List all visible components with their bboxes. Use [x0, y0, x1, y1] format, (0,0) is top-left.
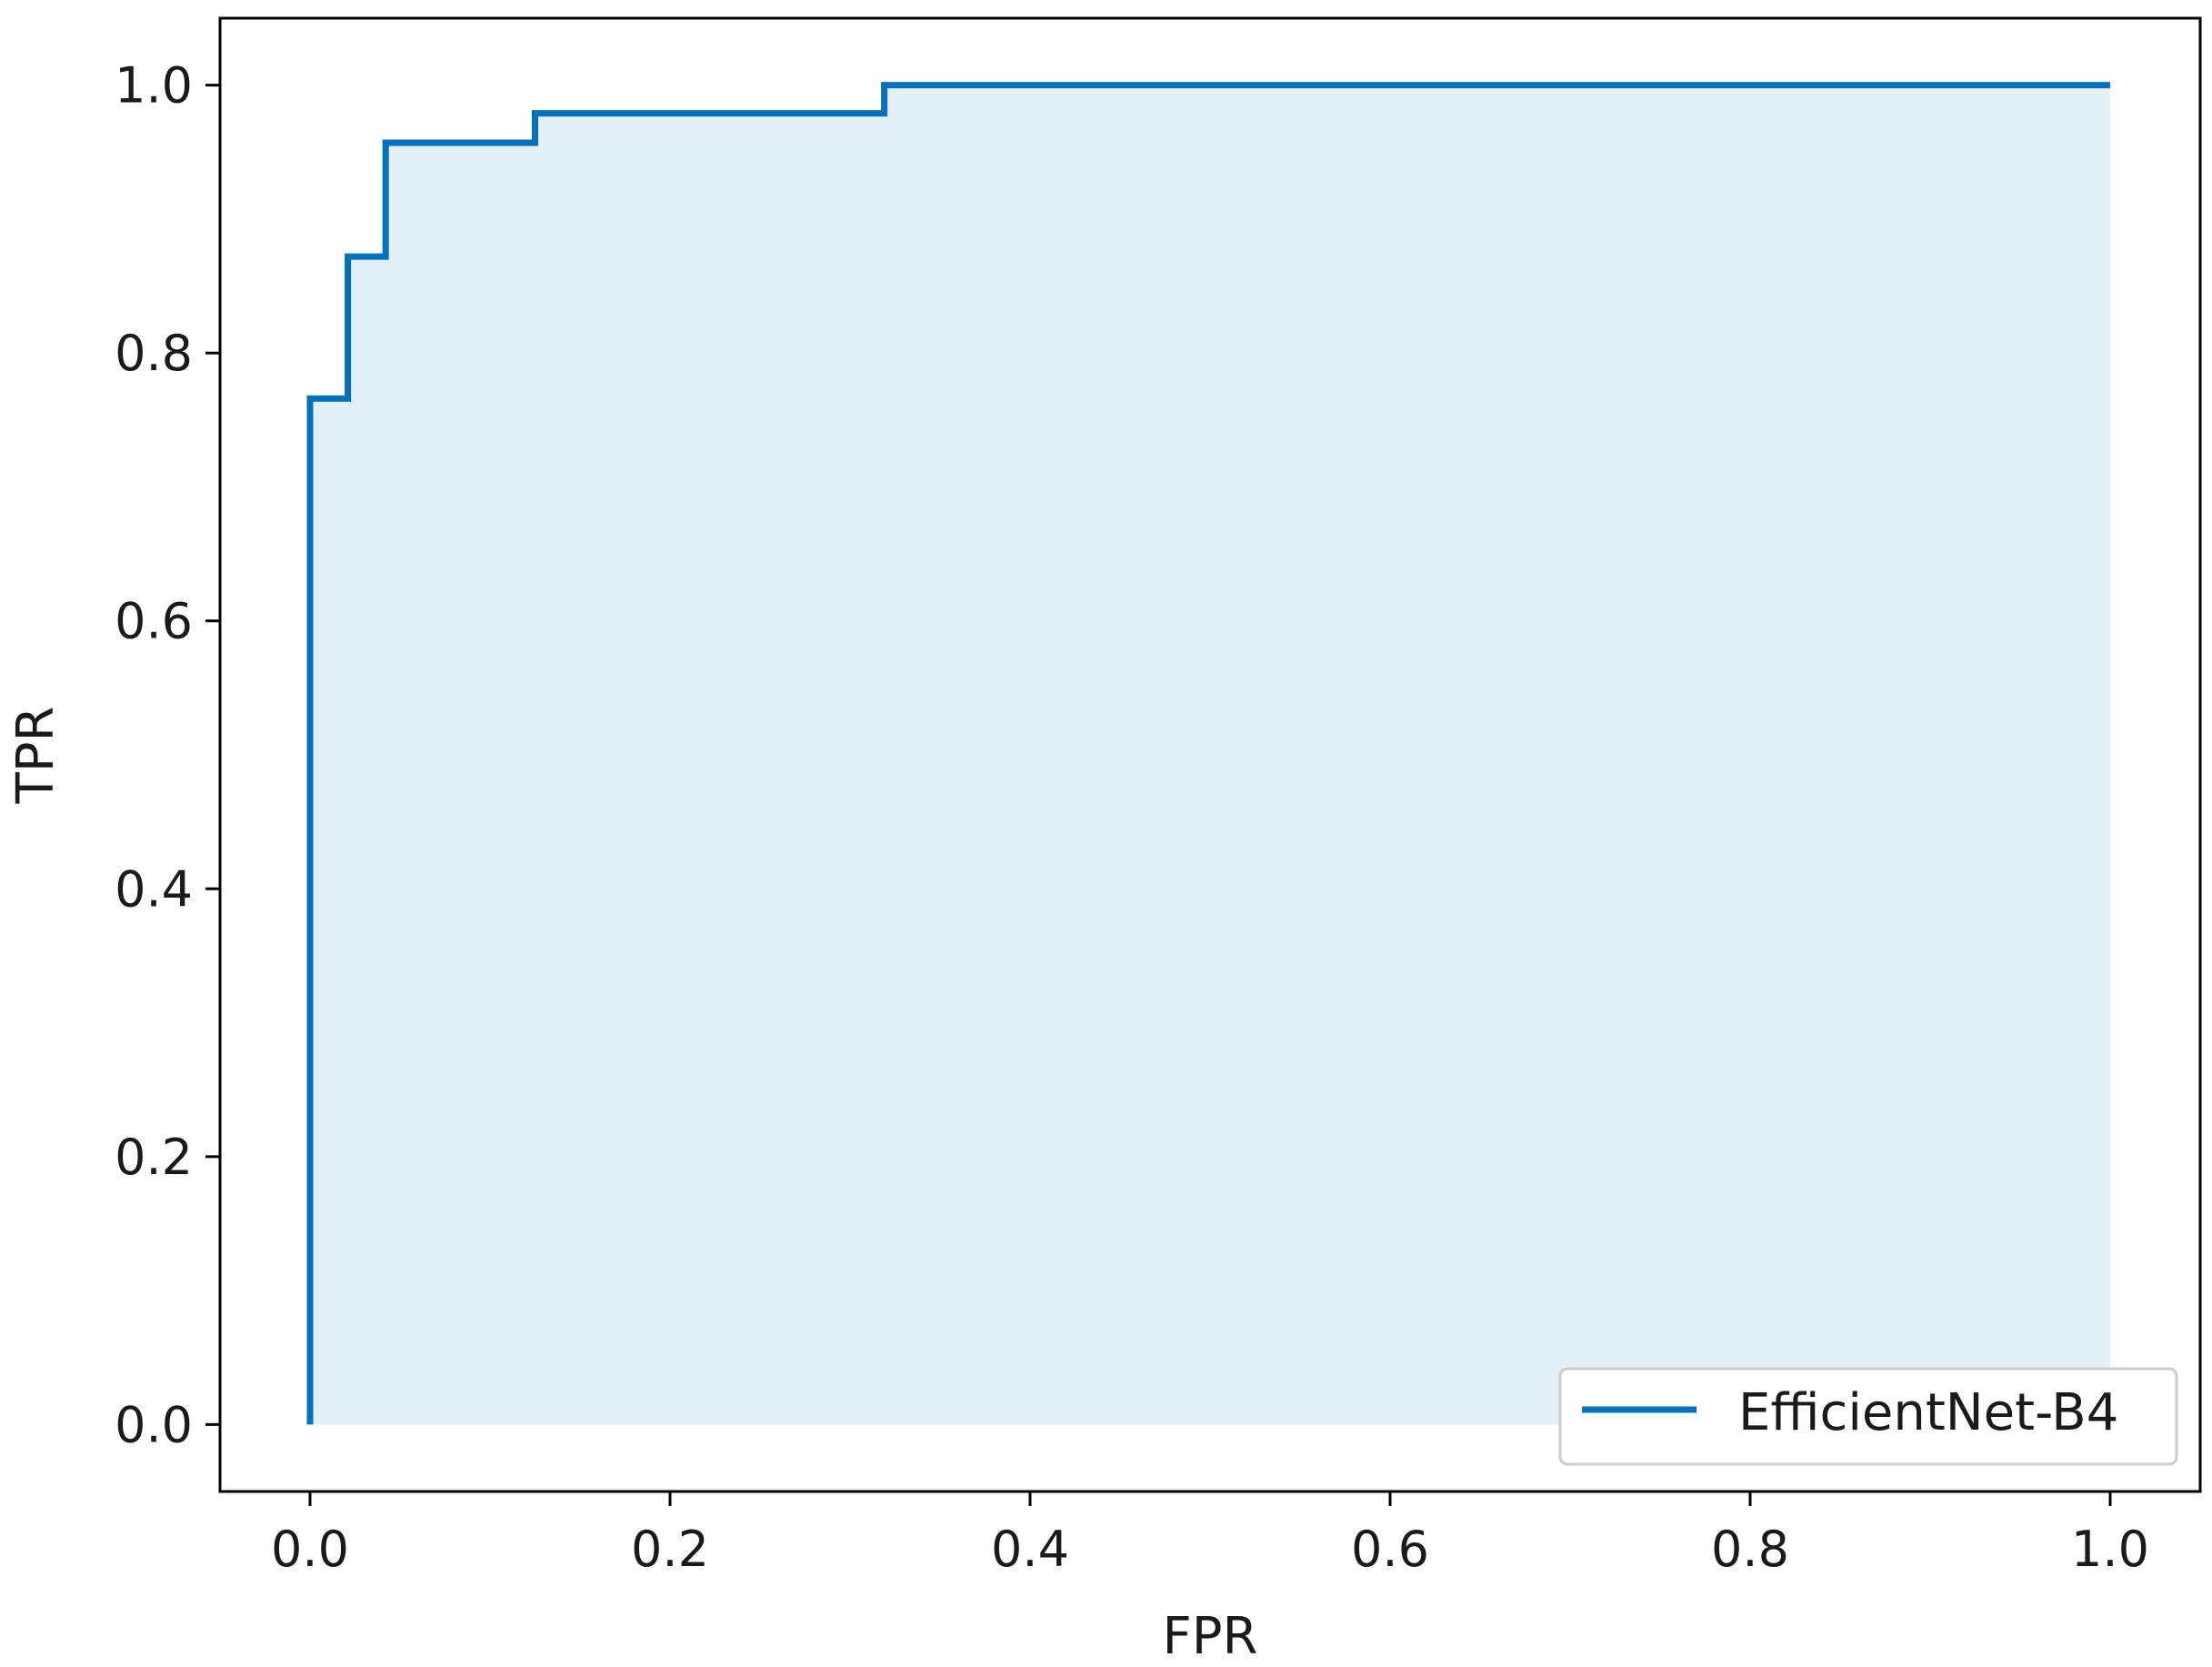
x-axis-ticks: 0.0 0.2 0.4 0.6 0.8 1.0	[271, 1491, 2149, 1578]
y-tick-label: 0.2	[115, 1129, 193, 1186]
y-axis-ticks: 0.0 0.2 0.4 0.6 0.8 1.0	[115, 57, 220, 1453]
x-tick-label: 0.4	[991, 1521, 1069, 1578]
y-axis-label: TPR	[6, 707, 65, 805]
y-tick-label: 0.4	[115, 860, 193, 918]
x-tick-label: 0.8	[1711, 1521, 1789, 1578]
plot-frame	[218, 16, 2202, 1493]
legend-frame	[1558, 1367, 2178, 1466]
y-tick-label: 1.0	[115, 57, 193, 115]
x-tick-label: 0.0	[271, 1521, 349, 1578]
x-tick-label: 0.2	[631, 1521, 709, 1578]
legend: EfficientNet-B4	[1558, 1367, 2178, 1466]
y-tick-label: 0.8	[115, 325, 193, 382]
plot-area	[306, 82, 2110, 1425]
y-tick-label: 0.6	[115, 593, 193, 650]
y-tick-label: 0.0	[115, 1396, 193, 1453]
area-under-curve	[310, 85, 2110, 1425]
x-axis-label: FPR	[1163, 1607, 1258, 1666]
roc-curve-line	[306, 82, 2110, 1425]
legend-label-efficientnet-b4: EfficientNet-B4	[1738, 1383, 2118, 1442]
x-tick-label: 0.6	[1351, 1521, 1429, 1578]
x-tick-label: 1.0	[2071, 1521, 2149, 1578]
